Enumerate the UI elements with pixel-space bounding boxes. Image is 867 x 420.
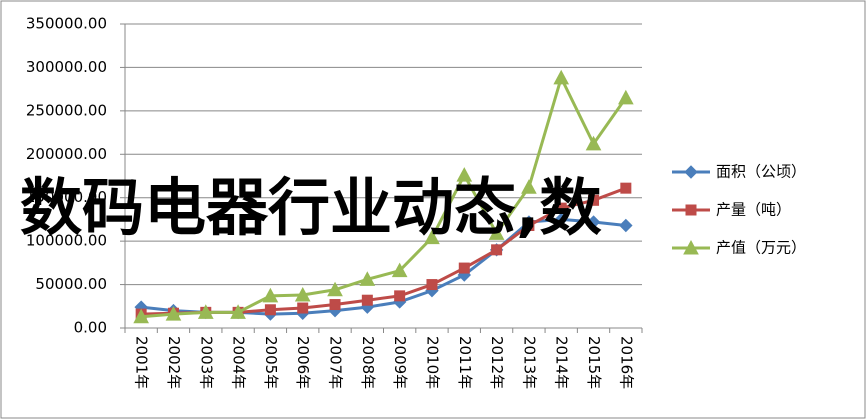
point <box>553 69 570 85</box>
point <box>294 286 311 302</box>
point <box>230 304 246 319</box>
point <box>685 204 697 216</box>
legend-label: 产值（万元） <box>716 239 806 257</box>
point <box>426 279 438 291</box>
x-tick-label: 2004年 <box>230 336 248 389</box>
point <box>297 302 309 314</box>
legend-label: 产量（吨） <box>716 201 791 219</box>
point <box>327 281 343 297</box>
point <box>523 220 535 232</box>
point <box>554 212 568 227</box>
series-line <box>141 73 628 319</box>
point <box>264 304 276 316</box>
point <box>588 194 600 206</box>
point <box>491 244 503 256</box>
x-tick-label: 2012年 <box>488 336 506 389</box>
point <box>394 290 406 302</box>
point <box>262 287 279 303</box>
x-tick-label: 2008年 <box>359 336 377 389</box>
point <box>521 179 537 194</box>
point <box>424 229 440 245</box>
point <box>620 182 632 194</box>
y-tick-label: 100000.00 <box>26 232 107 250</box>
x-tick-label: 2001年 <box>133 336 151 389</box>
point <box>359 271 376 286</box>
point <box>391 262 408 278</box>
point <box>361 294 373 306</box>
x-tick-label: 2010年 <box>423 336 441 389</box>
series <box>133 69 634 324</box>
x-tick-label: 2003年 <box>197 336 215 389</box>
point <box>619 218 633 233</box>
y-tick-label: 200000.00 <box>26 145 107 163</box>
y-tick-label: 0.00 <box>74 319 107 337</box>
point <box>683 239 699 255</box>
point <box>329 299 341 311</box>
x-tick-label: 2011年 <box>456 336 474 389</box>
x-tick-label: 2002年 <box>165 336 183 389</box>
y-tick-label: 350000.00 <box>26 15 107 33</box>
x-tick-label: 2006年 <box>294 336 312 389</box>
x-tick-label: 2009年 <box>391 336 409 389</box>
x-tick-label: 2015年 <box>585 336 603 389</box>
point <box>456 167 473 182</box>
y-tick-label: 300000.00 <box>26 58 107 76</box>
point <box>586 215 601 229</box>
point <box>684 165 698 179</box>
point <box>585 135 602 151</box>
x-tick-label: 2016年 <box>617 336 635 389</box>
x-tick-label: 2007年 <box>327 336 345 389</box>
point <box>133 308 149 324</box>
point <box>488 225 505 240</box>
legend-label: 面积（公顷） <box>716 163 806 181</box>
y-tick-label: 50000.00 <box>35 275 107 293</box>
point <box>618 89 634 105</box>
y-tick-label: 250000.00 <box>26 101 107 119</box>
point <box>165 306 182 321</box>
x-tick-label: 2005年 <box>262 336 280 389</box>
point <box>458 262 470 274</box>
y-tick-label: 150000.00 <box>26 188 107 206</box>
overlay-text: 数码电器行业动态,数 <box>20 171 602 244</box>
point <box>555 202 567 214</box>
x-tick-label: 2014年 <box>553 336 571 389</box>
x-tick-label: 2013年 <box>520 336 538 389</box>
point <box>197 304 214 319</box>
